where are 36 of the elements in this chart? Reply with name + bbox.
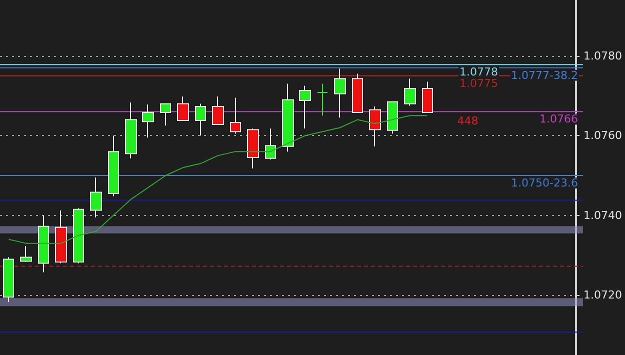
ref-line-label: 1.0766 [540, 112, 578, 126]
line-series [8, 115, 428, 244]
candlestick [387, 101, 398, 134]
ref-line-label: 1.0778 [460, 66, 498, 79]
candlestick [352, 73, 363, 113]
candlestick [422, 81, 433, 113]
candlestick [212, 96, 224, 125]
candlestick [230, 97, 241, 134]
annotation: 448 [457, 114, 478, 128]
ref-line-label: 1.0775 [460, 76, 498, 90]
candlestick [195, 103, 206, 136]
candlestick [73, 208, 84, 264]
candlestick [142, 104, 154, 138]
candlestick [108, 135, 119, 197]
candlestick [125, 102, 137, 159]
candlestick [265, 128, 276, 160]
candlestick [334, 68, 346, 118]
ref-line-label: 1.0750-23.6 [511, 176, 578, 190]
candlestick [20, 246, 32, 263]
candlestick [55, 210, 67, 264]
candlestick [160, 103, 171, 126]
candlestick [3, 256, 14, 302]
candlestick [247, 128, 259, 169]
candlestick [317, 83, 328, 116]
candlestick [177, 96, 189, 121]
candlestick [282, 83, 294, 152]
candlestick [299, 85, 311, 129]
y-tick-label: 1.0740 [584, 208, 622, 222]
y-tick-label: 1.0760 [584, 129, 622, 142]
candlestick [369, 106, 381, 147]
ref-line-label: 1.0777-38.2 [511, 68, 578, 82]
candlestick [90, 177, 102, 218]
candlestick [38, 214, 49, 273]
y-tick-label: 1.0720 [584, 288, 622, 302]
candlestick [404, 78, 416, 106]
y-tick-label: 1.0780 [584, 49, 622, 62]
